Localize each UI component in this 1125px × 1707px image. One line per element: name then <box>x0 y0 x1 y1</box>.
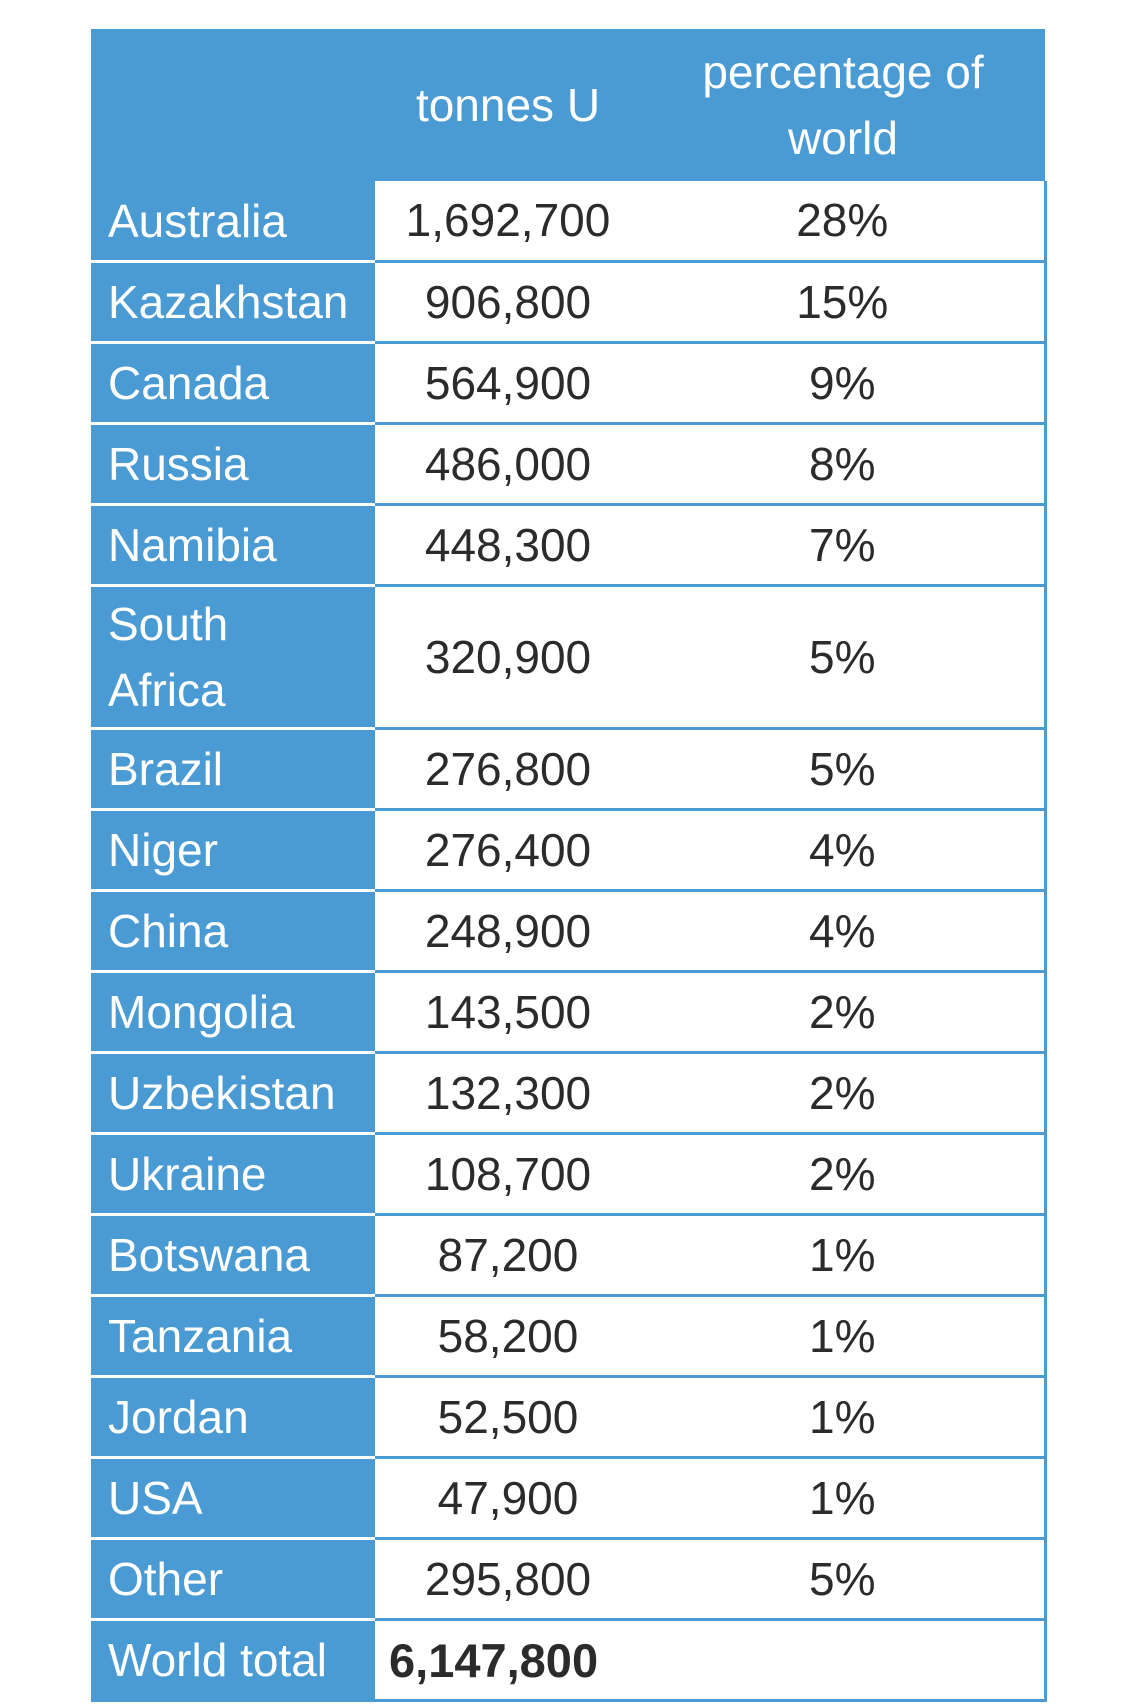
country-cell: Brazil <box>91 728 375 811</box>
tonnes-cell: 486,000 <box>375 423 641 506</box>
percent-cell: 1% <box>641 1214 1047 1297</box>
table-row: China 248,900 4% <box>91 890 1047 973</box>
tonnes-cell: 87,200 <box>375 1214 641 1297</box>
tonnes-cell: 52,500 <box>375 1376 641 1459</box>
header-corner-cell <box>91 29 375 182</box>
percent-cell: 8% <box>641 423 1047 506</box>
country-cell: Other <box>91 1538 375 1621</box>
table-row: Niger 276,400 4% <box>91 809 1047 892</box>
percent-cell: 1% <box>641 1376 1047 1459</box>
total-percent <box>641 1619 1047 1702</box>
country-cell: Australia <box>91 180 375 263</box>
total-label: World total <box>91 1619 375 1702</box>
percent-cell: 5% <box>641 1538 1047 1621</box>
percent-cell: 4% <box>641 809 1047 892</box>
percent-cell: 7% <box>641 504 1047 587</box>
country-cell: Russia <box>91 423 375 506</box>
percent-cell: 15% <box>641 261 1047 344</box>
table-row: Tanzania 58,200 1% <box>91 1295 1047 1378</box>
tonnes-cell: 143,500 <box>375 971 641 1054</box>
country-cell: USA <box>91 1457 375 1540</box>
table-row: South Africa 320,900 5% <box>91 585 1047 730</box>
country-cell: Jordan <box>91 1376 375 1459</box>
percent-cell: 2% <box>641 971 1047 1054</box>
country-cell: China <box>91 890 375 973</box>
percent-cell: 4% <box>641 890 1047 973</box>
tonnes-cell: 295,800 <box>375 1538 641 1621</box>
table-row: Botswana 87,200 1% <box>91 1214 1047 1297</box>
percent-cell: 28% <box>641 180 1047 263</box>
tonnes-cell: 108,700 <box>375 1133 641 1216</box>
tonnes-cell: 448,300 <box>375 504 641 587</box>
total-row: World total 6,147,800 <box>91 1619 1047 1702</box>
country-cell: Niger <box>91 809 375 892</box>
tonnes-cell: 320,900 <box>375 585 641 730</box>
tonnes-cell: 1,692,700 <box>375 180 641 263</box>
country-cell: Canada <box>91 342 375 425</box>
percent-cell: 2% <box>641 1133 1047 1216</box>
table-row: Russia 486,000 8% <box>91 423 1047 506</box>
table-header-row: tonnes U percentage of world <box>91 29 1045 182</box>
tonnes-cell: 276,400 <box>375 809 641 892</box>
table-row: Namibia 448,300 7% <box>91 504 1047 587</box>
total-tonnes: 6,147,800 <box>375 1619 641 1702</box>
country-cell: Tanzania <box>91 1295 375 1378</box>
tonnes-cell: 248,900 <box>375 890 641 973</box>
tonnes-cell: 906,800 <box>375 261 641 344</box>
table-row: Ukraine 108,700 2% <box>91 1133 1047 1216</box>
percent-cell: 1% <box>641 1295 1047 1378</box>
table-row: Uzbekistan 132,300 2% <box>91 1052 1047 1135</box>
percent-cell: 5% <box>641 728 1047 811</box>
uranium-resources-table: tonnes U percentage of world Australia 1… <box>91 29 1047 1702</box>
percent-cell: 2% <box>641 1052 1047 1135</box>
country-cell: Kazakhstan <box>91 261 375 344</box>
table-row: Brazil 276,800 5% <box>91 728 1047 811</box>
table-row: Australia 1,692,700 28% <box>91 180 1047 263</box>
header-tonnes: tonnes U <box>375 29 641 181</box>
percent-cell: 9% <box>641 342 1047 425</box>
tonnes-cell: 276,800 <box>375 728 641 811</box>
percent-cell: 1% <box>641 1457 1047 1540</box>
country-cell: Ukraine <box>91 1133 375 1216</box>
table-row: Canada 564,900 9% <box>91 342 1047 425</box>
country-cell: Botswana <box>91 1214 375 1297</box>
country-cell: Mongolia <box>91 971 375 1054</box>
country-cell: Uzbekistan <box>91 1052 375 1135</box>
table-row: Kazakhstan 906,800 15% <box>91 261 1047 344</box>
table-row: Other 295,800 5% <box>91 1538 1047 1621</box>
tonnes-cell: 564,900 <box>375 342 641 425</box>
tonnes-cell: 47,900 <box>375 1457 641 1540</box>
tonnes-cell: 58,200 <box>375 1295 641 1378</box>
header-percentage: percentage of world <box>641 29 1045 181</box>
table-row: Mongolia 143,500 2% <box>91 971 1047 1054</box>
tonnes-cell: 132,300 <box>375 1052 641 1135</box>
table-row: USA 47,900 1% <box>91 1457 1047 1540</box>
table-row: Jordan 52,500 1% <box>91 1376 1047 1459</box>
country-cell: Namibia <box>91 504 375 587</box>
percent-cell: 5% <box>641 585 1047 730</box>
country-cell: South Africa <box>91 585 375 730</box>
